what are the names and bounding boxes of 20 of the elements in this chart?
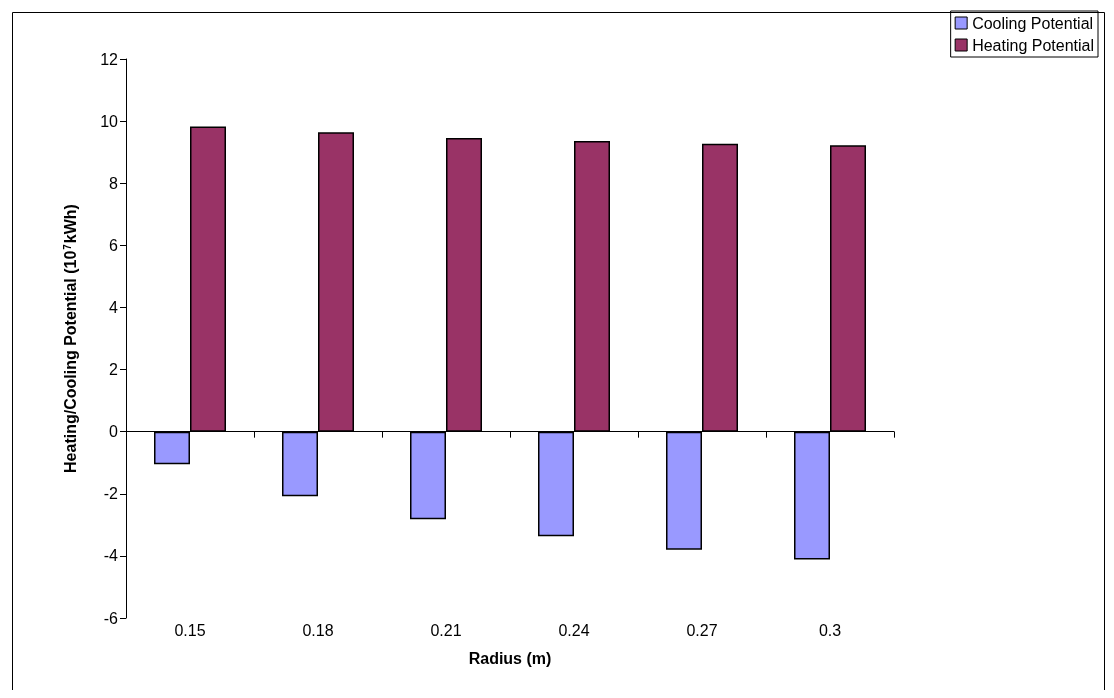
x-tick-label: 0.18 xyxy=(302,621,334,639)
y-tick-label: -6 xyxy=(103,609,119,627)
y-tick-label: 8 xyxy=(109,174,119,192)
y-tick-label: 6 xyxy=(109,236,119,254)
legend-label: Cooling Potential xyxy=(972,14,1094,32)
y-tick-label: 0 xyxy=(109,423,119,441)
legend-label: Heating Potential xyxy=(972,36,1094,54)
y-tick-label: -4 xyxy=(103,547,119,565)
x-tick-label: 0.3 xyxy=(818,621,842,639)
y-tick-label: 2 xyxy=(109,361,119,379)
x-axis-title: Radius (m) xyxy=(468,649,552,667)
x-tick-label: 0.21 xyxy=(430,621,462,639)
y-axis-title: Heating/Cooling Potential (107kWh) xyxy=(61,204,79,473)
y-tick-label: 10 xyxy=(100,112,119,130)
x-tick-label: 0.24 xyxy=(558,621,590,639)
x-tick-label: 0.27 xyxy=(686,621,718,639)
x-tick-label: 0.15 xyxy=(174,621,206,639)
y-tick-label: 12 xyxy=(100,50,119,68)
y-tick-label: 4 xyxy=(109,298,119,316)
y-tick-label: -2 xyxy=(103,485,119,503)
